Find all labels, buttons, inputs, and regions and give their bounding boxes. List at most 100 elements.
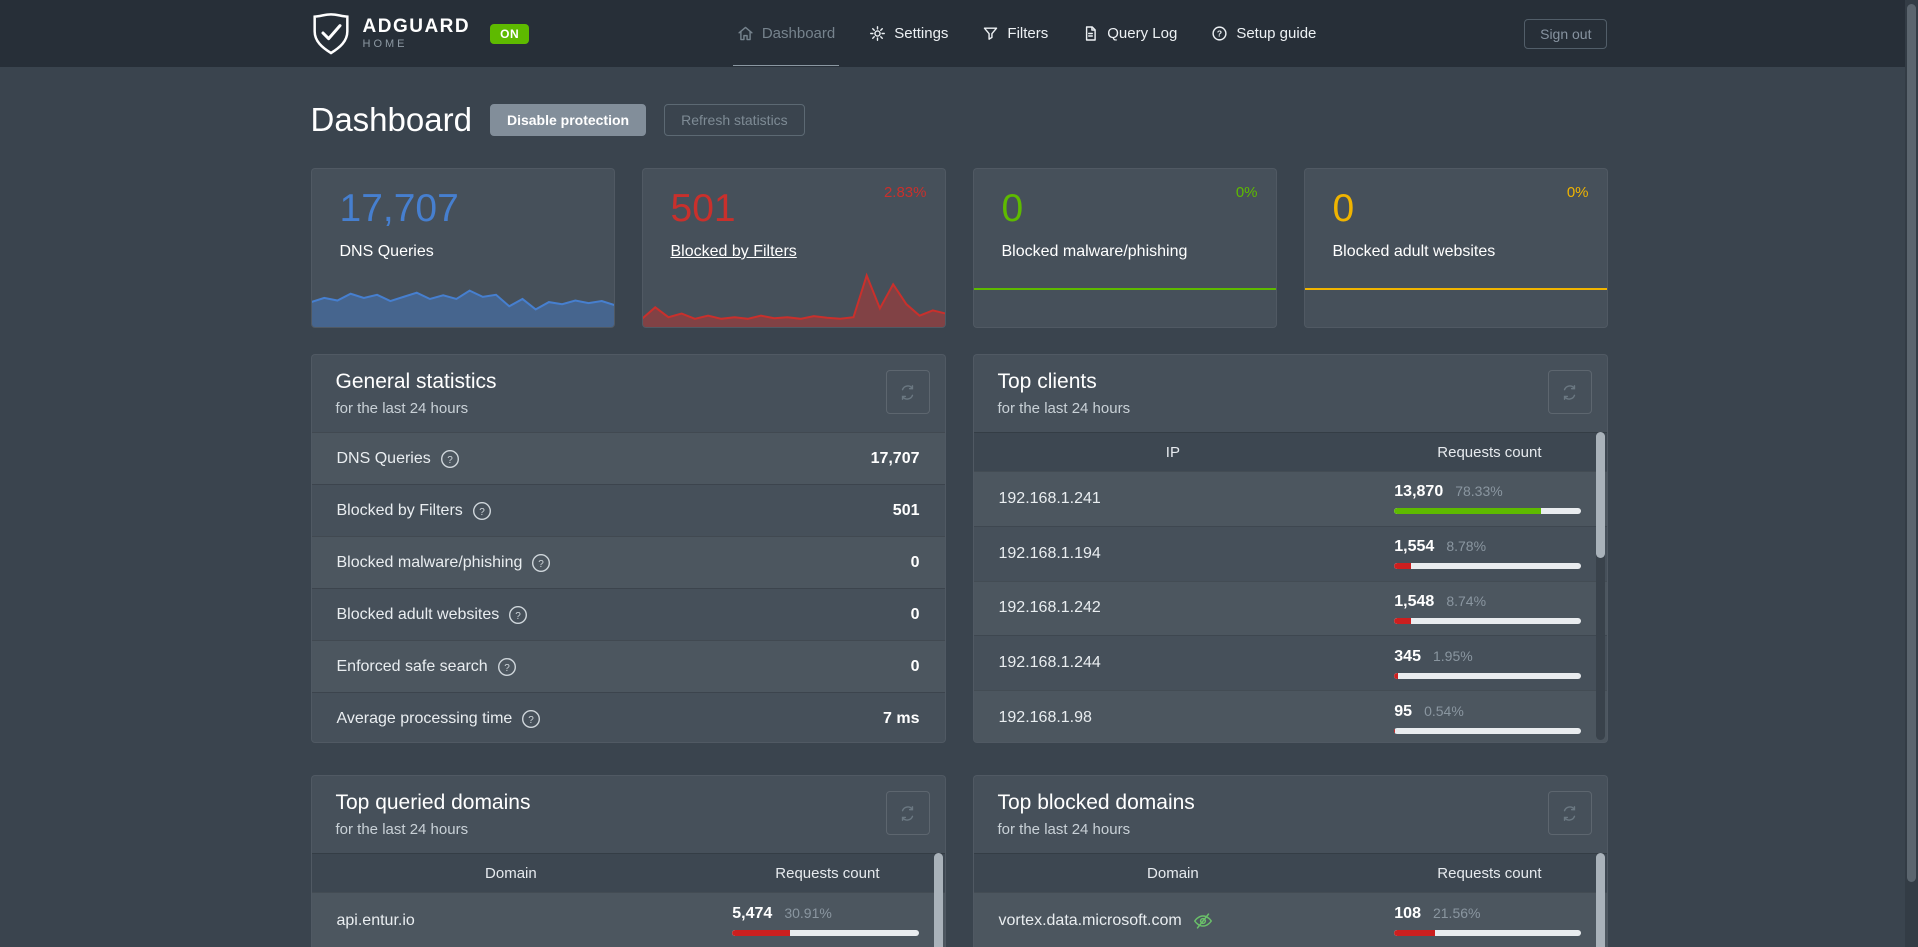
panel-title: Top queried domains bbox=[335, 791, 531, 814]
panel-scrollbar[interactable] bbox=[1595, 853, 1605, 947]
refresh-panel-button[interactable] bbox=[1547, 791, 1592, 835]
card-value: 0 bbox=[1001, 187, 1024, 230]
requests-bar-fill bbox=[1394, 508, 1541, 515]
help-circle-icon[interactable]: ? bbox=[531, 553, 551, 573]
client-row: 192.168.1.244 345 1.95% bbox=[973, 635, 1607, 690]
nav-item-label: Settings bbox=[894, 25, 949, 42]
requests-bar bbox=[1394, 672, 1582, 679]
request-percent: 8.78% bbox=[1446, 538, 1487, 555]
requests-bar-fill bbox=[1394, 672, 1398, 679]
help-circle-icon[interactable]: ? bbox=[508, 605, 528, 625]
request-percent: 21.56% bbox=[1432, 905, 1481, 921]
panel-subtitle: for the last 24 hours bbox=[335, 400, 469, 417]
stat-label: Blocked by Filters bbox=[336, 501, 463, 519]
stat-value: 0 bbox=[910, 553, 920, 571]
stat-row-processing-time: Average processing time ? 7 ms bbox=[311, 692, 945, 742]
client-row: 192.168.1.242 1,548 8.74% bbox=[973, 580, 1607, 636]
requests-bar-fill bbox=[1394, 727, 1396, 734]
stat-label: Blocked adult websites bbox=[336, 605, 500, 623]
nav-item-settings[interactable]: Settings bbox=[869, 25, 948, 42]
scrollbar-thumb[interactable] bbox=[1595, 432, 1605, 559]
domain-row: vortex.data.microsoft.com 108 21.56% bbox=[973, 892, 1607, 947]
help-circle-icon: ? bbox=[1211, 25, 1228, 42]
malware-flat-line-chart bbox=[973, 288, 1276, 290]
dns-queries-sparkline-chart bbox=[311, 269, 614, 327]
nav-item-label: Filters bbox=[1007, 25, 1049, 42]
nav-item-dashboard[interactable]: Dashboard bbox=[732, 25, 840, 66]
page-title: Dashboard bbox=[310, 101, 472, 138]
panel-scrollbar[interactable] bbox=[933, 853, 943, 947]
refresh-panel-button[interactable] bbox=[1547, 370, 1592, 414]
client-row: 192.168.1.98 95 0.54% bbox=[973, 690, 1607, 742]
scrollbar-thumb[interactable] bbox=[933, 853, 943, 947]
panel-header: General statistics for the last 24 hours bbox=[312, 355, 945, 432]
client-row: 192.168.1.194 1,554 8.78% bbox=[973, 525, 1607, 581]
home-icon bbox=[737, 25, 754, 42]
help-circle-icon[interactable]: ? bbox=[472, 501, 492, 521]
sign-out-button[interactable]: Sign out bbox=[1524, 18, 1608, 49]
nav-item-filters[interactable]: Filters bbox=[982, 25, 1048, 42]
refresh-panel-button[interactable] bbox=[885, 791, 930, 835]
column-header-domain[interactable]: Domain bbox=[485, 864, 537, 882]
request-percent: 78.33% bbox=[1455, 483, 1503, 500]
stat-row-blocked-adult: Blocked adult websites ? 0 bbox=[311, 588, 945, 640]
card-value: 17,707 bbox=[339, 187, 459, 230]
refresh-icon bbox=[1563, 805, 1576, 821]
scrollbar-thumb[interactable] bbox=[1595, 853, 1605, 947]
blocked-by-filters-link[interactable]: Blocked by Filters bbox=[670, 243, 797, 260]
column-header-ip[interactable]: IP bbox=[1165, 443, 1180, 461]
request-count: 1,554 bbox=[1394, 538, 1435, 556]
help-circle-icon[interactable]: ? bbox=[440, 449, 460, 469]
page-scrollbar-thumb[interactable] bbox=[1907, 4, 1916, 882]
panel-scrollbar[interactable] bbox=[1595, 432, 1605, 740]
brand[interactable]: ADGUARD HOME ON bbox=[311, 12, 530, 56]
brand-subtitle: HOME bbox=[362, 38, 408, 50]
column-header-requests[interactable]: Requests count bbox=[1437, 864, 1542, 882]
nav-item-query-log[interactable]: Query Log bbox=[1082, 25, 1177, 42]
svg-text:?: ? bbox=[539, 558, 545, 569]
nav-item-setup-guide[interactable]: ? Setup guide bbox=[1211, 25, 1316, 42]
stat-label: Enforced safe search bbox=[336, 657, 488, 675]
document-icon bbox=[1082, 25, 1099, 42]
top-navbar: ADGUARD HOME ON Dashboard Settings bbox=[0, 0, 1918, 67]
page-scrollbar[interactable] bbox=[1905, 0, 1918, 947]
card-value: 501 bbox=[670, 187, 736, 230]
help-circle-icon[interactable]: ? bbox=[497, 657, 517, 677]
brand-text: ADGUARD HOME bbox=[363, 17, 471, 50]
nav-item-label: Setup guide bbox=[1236, 25, 1317, 42]
table-header: IP Requests count bbox=[973, 432, 1607, 471]
requests-bar-fill bbox=[1394, 563, 1411, 570]
panel-subtitle: for the last 24 hours bbox=[997, 400, 1131, 417]
client-ip: 192.168.1.194 bbox=[998, 544, 1101, 562]
panel-title: General statistics bbox=[335, 370, 497, 393]
requests-bar bbox=[1394, 930, 1582, 936]
request-count: 345 bbox=[1394, 647, 1421, 665]
request-percent: 30.91% bbox=[784, 905, 832, 921]
table-header: Domain Requests count bbox=[973, 853, 1607, 892]
stat-label: Average processing time bbox=[336, 709, 513, 727]
request-count: 108 bbox=[1394, 905, 1421, 922]
card-label: DNS Queries bbox=[339, 243, 434, 260]
requests-bar bbox=[1394, 727, 1582, 734]
refresh-statistics-button[interactable]: Refresh statistics bbox=[664, 104, 805, 136]
column-header-requests[interactable]: Requests count bbox=[775, 864, 880, 882]
help-circle-icon[interactable]: ? bbox=[521, 709, 541, 729]
request-percent: 1.95% bbox=[1432, 647, 1473, 664]
requests-bar bbox=[1394, 508, 1582, 515]
stat-cards: 17,707 DNS Queries 2.83% 501 Blocked by … bbox=[310, 168, 1608, 328]
refresh-panel-button[interactable] bbox=[885, 370, 930, 414]
request-count: 5,474 bbox=[732, 905, 773, 922]
stat-row-dns-queries: DNS Queries ? 17,707 bbox=[311, 432, 945, 484]
card-blocked-malware: 0% 0 Blocked malware/phishing bbox=[972, 168, 1277, 328]
column-header-domain[interactable]: Domain bbox=[1147, 864, 1199, 882]
request-count: 1,548 bbox=[1394, 592, 1435, 610]
page-header: Dashboard Disable protection Refresh sta… bbox=[311, 101, 1608, 139]
card-label: Blocked malware/phishing bbox=[1001, 243, 1188, 260]
disable-protection-button[interactable]: Disable protection bbox=[489, 104, 647, 136]
requests-bar-fill bbox=[732, 930, 791, 936]
svg-text:?: ? bbox=[479, 506, 485, 517]
top-blocked-domains-panel: Top blocked domains for the last 24 hour… bbox=[972, 775, 1608, 947]
column-header-requests[interactable]: Requests count bbox=[1437, 443, 1542, 461]
panel-header: Top queried domains for the last 24 hour… bbox=[312, 776, 945, 853]
middle-panels: General statistics for the last 24 hours… bbox=[310, 354, 1608, 743]
